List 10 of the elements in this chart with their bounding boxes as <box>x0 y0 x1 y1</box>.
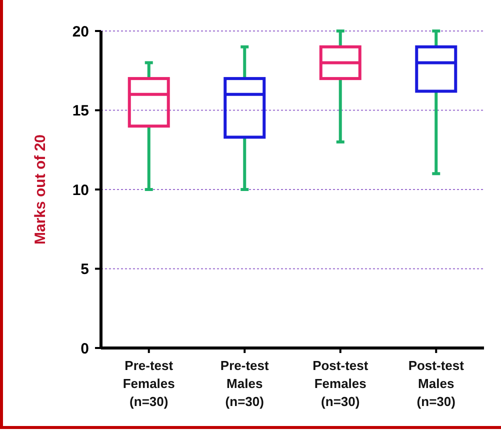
x-tick-label: Post-test Males (n=30) <box>408 358 465 409</box>
y-tick-label: 20 <box>72 23 89 40</box>
x-tick-label: Post-test Females (n=30) <box>312 358 369 409</box>
x-tick-label: Pre-test Females (n=30) <box>122 358 175 409</box>
y-tick-label: 10 <box>72 182 89 199</box>
y-tick-label: 5 <box>80 261 89 278</box>
y-tick-label: 0 <box>80 340 89 358</box>
x-tick-label: Pre-test Males (n=30) <box>220 358 270 409</box>
y-axis-title: Marks out of 20 <box>32 134 49 245</box>
y-tick-label: 15 <box>72 102 89 120</box>
